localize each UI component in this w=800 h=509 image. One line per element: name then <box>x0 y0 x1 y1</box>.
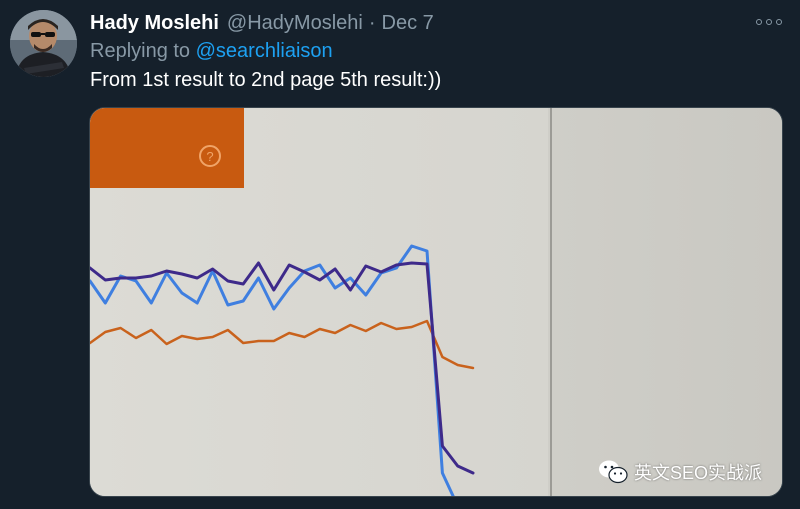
ranking-chart-photo: ? <box>90 108 783 497</box>
watermark-text: 英文SEO实战派 <box>634 459 762 485</box>
avatar-image <box>10 10 77 77</box>
tweet-header: Hady Moslehi @HadyMoslehi · Dec 7 <box>90 10 434 36</box>
more-options-icon[interactable] <box>756 14 782 30</box>
separator-dot: · <box>369 12 376 35</box>
display-name[interactable]: Hady Moslehi <box>90 12 219 35</box>
replying-to-line: Replying to @searchliaison <box>90 40 333 63</box>
svg-text:?: ? <box>206 149 213 164</box>
tweet-text: From 1st result to 2nd page 5th result:)… <box>90 69 441 92</box>
avatar[interactable] <box>10 10 77 77</box>
watermark: 英文SEO实战派 <box>598 459 762 485</box>
wechat-icon <box>598 459 628 485</box>
tweet-date[interactable]: Dec 7 <box>382 12 434 35</box>
tweet-media-image[interactable]: ? <box>89 107 783 497</box>
replying-prefix: Replying to <box>90 40 190 62</box>
user-handle[interactable]: @HadyMoslehi <box>227 12 363 35</box>
replying-to-link[interactable]: @searchliaison <box>196 40 333 62</box>
orange-block <box>90 108 244 188</box>
